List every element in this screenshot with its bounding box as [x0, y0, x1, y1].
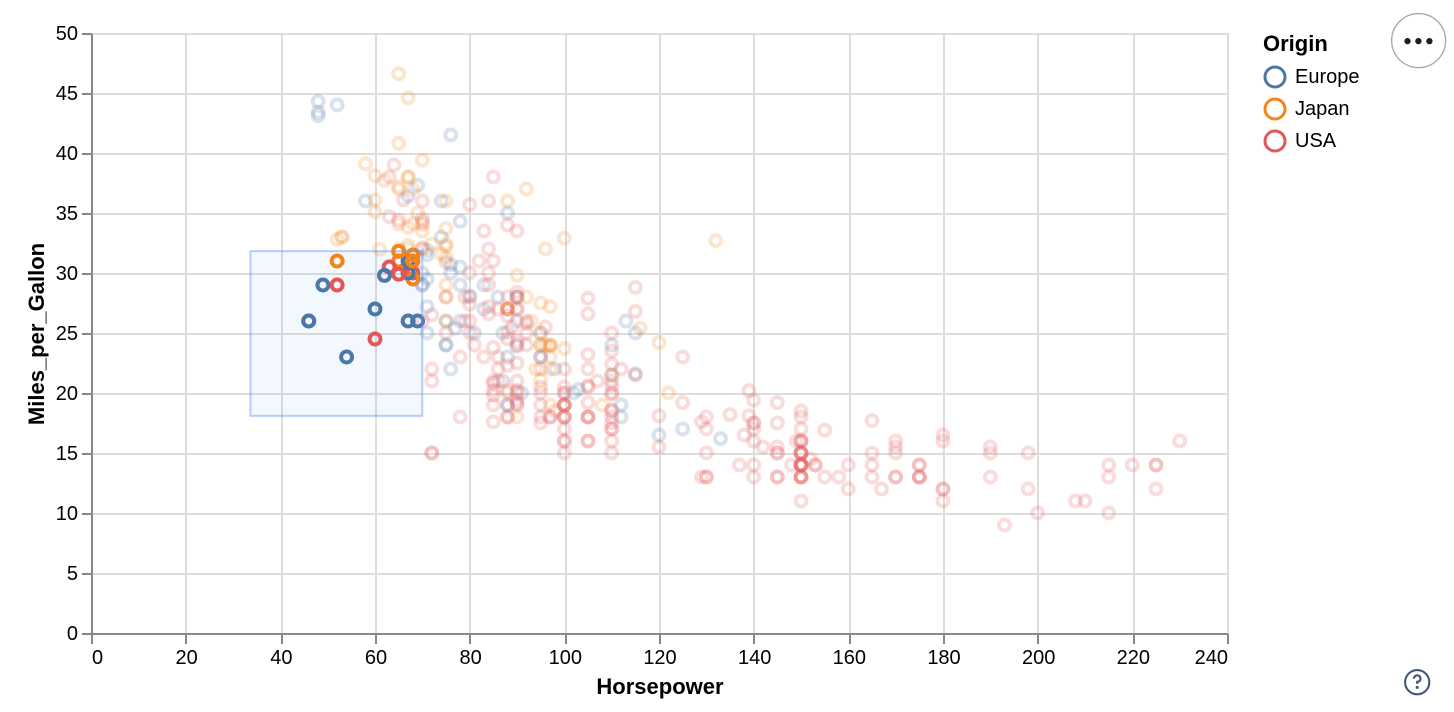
svg-text:240: 240 [1195, 647, 1228, 669]
svg-text:160: 160 [833, 647, 866, 669]
svg-text:40: 40 [270, 647, 292, 669]
svg-text:Europe: Europe [1295, 66, 1360, 88]
svg-text:15: 15 [56, 443, 78, 465]
svg-text:Horsepower: Horsepower [597, 674, 725, 699]
svg-text:20: 20 [56, 383, 78, 405]
svg-text:100: 100 [549, 647, 582, 669]
svg-text:40: 40 [56, 143, 78, 165]
svg-text:180: 180 [927, 647, 960, 669]
svg-text:0: 0 [92, 647, 103, 669]
svg-text:Japan: Japan [1295, 98, 1350, 120]
svg-text:220: 220 [1117, 647, 1150, 669]
svg-text:140: 140 [738, 647, 771, 669]
svg-text:5: 5 [67, 563, 78, 585]
svg-text:10: 10 [56, 503, 78, 525]
svg-text:120: 120 [643, 647, 676, 669]
svg-text:0: 0 [67, 623, 78, 645]
svg-text:50: 50 [56, 23, 78, 45]
svg-text:200: 200 [1022, 647, 1055, 669]
svg-text:20: 20 [176, 647, 198, 669]
svg-text:25: 25 [56, 323, 78, 345]
svg-text:30: 30 [56, 263, 78, 285]
svg-text:Miles_per_Gallon: Miles_per_Gallon [24, 243, 49, 425]
svg-text:Origin: Origin [1263, 31, 1328, 56]
svg-text:60: 60 [365, 647, 387, 669]
svg-text:USA: USA [1295, 130, 1337, 152]
svg-text:35: 35 [56, 203, 78, 225]
svg-text:80: 80 [460, 647, 482, 669]
svg-text:45: 45 [56, 83, 78, 105]
